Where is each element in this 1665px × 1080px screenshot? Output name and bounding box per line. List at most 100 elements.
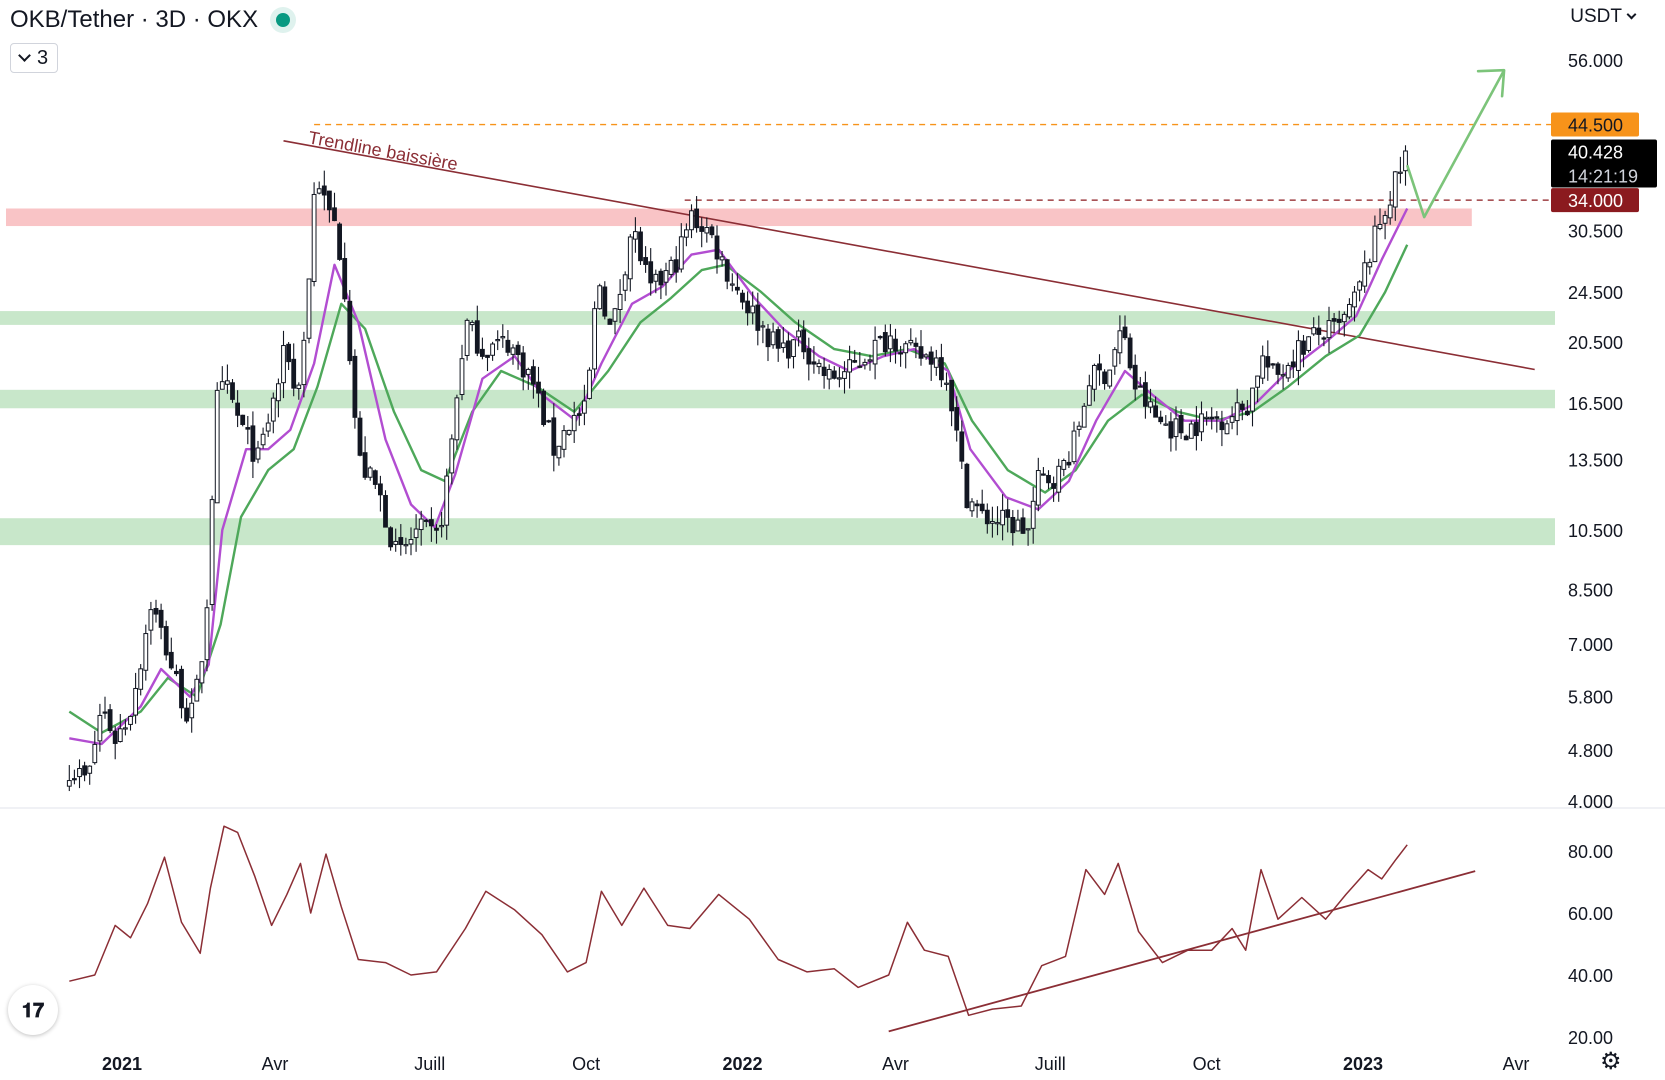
settings-gear-icon[interactable]: ⚙ xyxy=(1600,1048,1622,1075)
candle-body xyxy=(684,229,689,238)
candle-body xyxy=(816,362,822,368)
candle xyxy=(566,429,572,436)
candle-body xyxy=(97,714,103,742)
symbol-title[interactable]: OKB/Tether · 3D · OKX xyxy=(10,6,259,33)
candle xyxy=(1377,208,1383,231)
candle-body xyxy=(1041,473,1046,476)
candle-body xyxy=(760,325,766,328)
candle xyxy=(117,714,123,743)
candle-body xyxy=(1071,430,1077,463)
candle-body xyxy=(291,358,297,389)
candle xyxy=(857,351,863,369)
candle xyxy=(291,343,297,397)
candle-body xyxy=(546,420,552,423)
candle xyxy=(933,349,939,376)
indicator-count: 3 xyxy=(36,46,49,69)
candle xyxy=(388,526,394,551)
level-34000-badge xyxy=(1551,188,1639,213)
indicator-collapse-button[interactable]: 3 xyxy=(10,43,58,73)
countdown-label: 14:21:19 xyxy=(1568,166,1638,186)
candle xyxy=(1143,371,1148,419)
candle-body xyxy=(709,226,715,236)
candle xyxy=(1260,345,1266,385)
candle-body xyxy=(877,336,883,339)
candle xyxy=(617,279,623,323)
candle-body xyxy=(775,329,781,349)
candle-body xyxy=(1301,340,1306,355)
candle xyxy=(1336,310,1342,334)
candle-body xyxy=(750,305,756,314)
price-tick-label: 13.500 xyxy=(1568,450,1623,470)
candle xyxy=(780,326,786,353)
candle-body xyxy=(153,607,159,615)
candle xyxy=(128,715,133,731)
candle xyxy=(1112,347,1118,375)
candle xyxy=(1061,458,1067,477)
candle xyxy=(163,620,169,661)
candle xyxy=(1270,362,1276,369)
candle-body xyxy=(362,452,368,478)
candle-body xyxy=(265,422,271,432)
candle xyxy=(663,262,669,296)
candle-body xyxy=(755,304,761,331)
candle-body xyxy=(168,651,174,669)
time-tick-label: Juill xyxy=(1035,1054,1066,1074)
candle-body xyxy=(128,715,133,725)
candle xyxy=(918,330,924,366)
candle xyxy=(1173,406,1179,451)
currency-selector[interactable]: USDT xyxy=(1570,6,1637,28)
candle xyxy=(352,349,358,429)
time-tick-label: Oct xyxy=(572,1054,600,1074)
candle xyxy=(724,258,730,290)
candle xyxy=(434,524,439,544)
candle-body xyxy=(1183,435,1189,441)
candle xyxy=(301,331,307,398)
candle xyxy=(1229,406,1235,430)
candle xyxy=(1132,354,1138,401)
tradingview-logo-icon[interactable]: 𝟏𝟕 xyxy=(8,985,58,1035)
market-status-dot-icon xyxy=(276,13,291,27)
candle xyxy=(82,761,87,782)
candle xyxy=(413,514,419,552)
candle xyxy=(1245,400,1250,417)
candle xyxy=(107,704,113,734)
candle-body xyxy=(1270,363,1276,366)
candle-body xyxy=(872,339,878,365)
candle xyxy=(1250,387,1255,427)
candle-body xyxy=(1086,385,1092,406)
candle-body xyxy=(367,467,373,478)
price-tick-label: 20.500 xyxy=(1568,333,1623,353)
candle xyxy=(1296,330,1301,386)
candle-body xyxy=(780,342,786,349)
candle xyxy=(541,388,547,427)
price-tick-label: 24.500 xyxy=(1568,283,1623,303)
candle-body xyxy=(1260,355,1266,379)
candle-body xyxy=(1025,528,1031,531)
candle xyxy=(1122,315,1128,341)
last-price-label: 40.428 xyxy=(1568,142,1623,162)
rsi-tick-label: 80.00 xyxy=(1568,842,1613,862)
candle-body xyxy=(281,345,286,384)
candle-body xyxy=(1255,375,1260,388)
candle-body xyxy=(301,339,307,386)
candle xyxy=(495,330,501,351)
candle xyxy=(576,407,582,426)
candle xyxy=(199,661,205,694)
price-tick-label: 4.000 xyxy=(1568,792,1613,812)
candle-body xyxy=(826,368,832,380)
candle xyxy=(587,367,592,400)
candle-body xyxy=(245,427,251,430)
candle-body xyxy=(939,357,944,381)
candle-body xyxy=(1347,303,1352,318)
candle xyxy=(995,506,1000,536)
candle-body xyxy=(719,256,725,261)
candle-body xyxy=(882,332,888,353)
candle xyxy=(877,335,883,340)
candle-body xyxy=(235,402,240,416)
candle-body xyxy=(1097,363,1102,371)
candle-body xyxy=(735,286,740,291)
candle-body xyxy=(990,521,995,524)
candle-body xyxy=(1056,465,1062,493)
candle xyxy=(1362,250,1368,293)
